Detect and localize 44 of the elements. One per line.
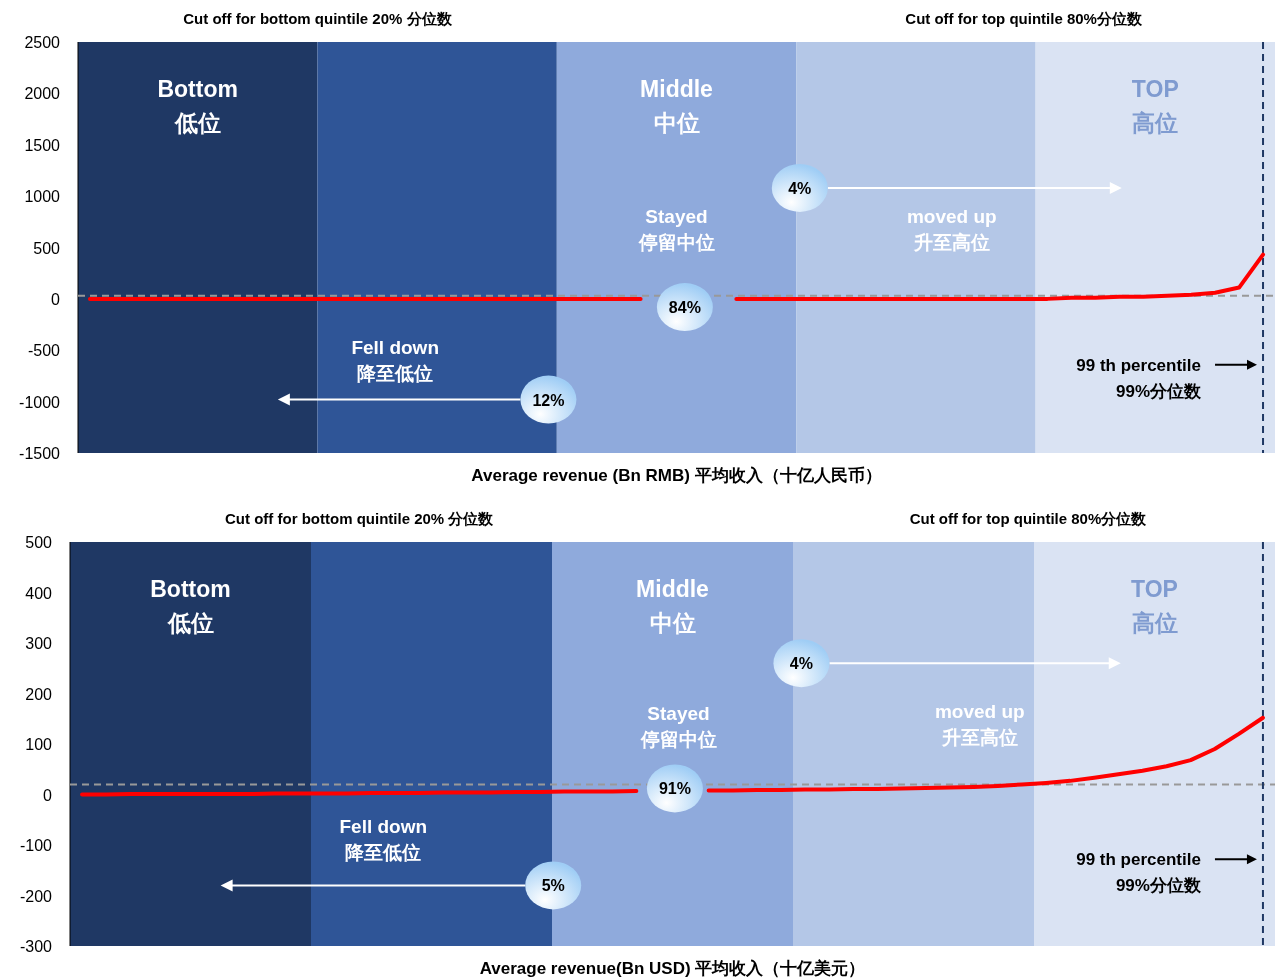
y-tick-label: 500 (25, 534, 53, 551)
text: 99 th percentile 99%分位数 (1076, 850, 1201, 896)
annotation: 84% (668, 299, 701, 317)
annotation: Middle 中位 (640, 76, 713, 137)
y-tick-label: 100 (25, 736, 53, 753)
y-tick-label: 2000 (24, 85, 61, 103)
text: Cut off for bottom quintile 20% 分位数 (225, 509, 495, 527)
y-tick-label: -1000 (19, 393, 61, 411)
annotation: 4% (788, 179, 812, 197)
text: Cut off for top quintile 80%分位数 (909, 509, 1148, 527)
y-tick-label: 0 (51, 290, 61, 308)
annotation: Fell down 降至低位 (351, 337, 440, 385)
annotation: Fell down 降至低位 (339, 815, 428, 863)
y-tick-label: 1500 (24, 136, 61, 154)
annotation: Middle 中位 (636, 575, 709, 636)
y-tick-label: -200 (19, 887, 53, 905)
annotation: 4% (789, 655, 813, 673)
y-tick-label: 1000 (24, 188, 61, 206)
annotation: Stayed 停留中位 (639, 702, 717, 750)
text: Cut off for bottom quintile 20% 分位数 (183, 9, 453, 27)
y-tick-label: 0 (43, 786, 53, 804)
y-tick-label: -500 (27, 342, 61, 360)
text: 99 th percentile 99%分位数 (1076, 355, 1202, 401)
y-tick-label: -300 (19, 938, 53, 955)
annotation: 5% (541, 877, 565, 895)
annotation: Stayed 停留中位 (637, 205, 715, 253)
y-tick-label: 2500 (24, 34, 61, 51)
x-axis-title: Average revenue (Bn RMB) 平均收入（十亿人民币） (471, 466, 882, 485)
y-tick-label: 500 (33, 239, 61, 257)
y-tick-label: 200 (25, 685, 53, 703)
annotation: TOP 高位 (1131, 575, 1178, 636)
x-axis-title: Average revenue(Bn USD) 平均收入（十亿美元） (479, 959, 866, 978)
annotation: TOP 高位 (1131, 76, 1179, 137)
y-tick-label: 300 (25, 635, 53, 652)
text: Cut off for top quintile 80%分位数 (905, 9, 1143, 27)
annotation: Bottom 低位 (150, 575, 231, 636)
y-tick-label: -1500 (19, 445, 61, 462)
annotation: 12% (532, 391, 565, 409)
annotation: moved up 升至高位 (906, 205, 997, 253)
y-tick-label: 400 (25, 584, 53, 602)
annotation: moved up 升至高位 (934, 700, 1025, 748)
y-tick-label: -100 (19, 837, 53, 854)
annotation: Bottom 低位 (157, 76, 238, 137)
annotation: 91% (658, 780, 691, 798)
